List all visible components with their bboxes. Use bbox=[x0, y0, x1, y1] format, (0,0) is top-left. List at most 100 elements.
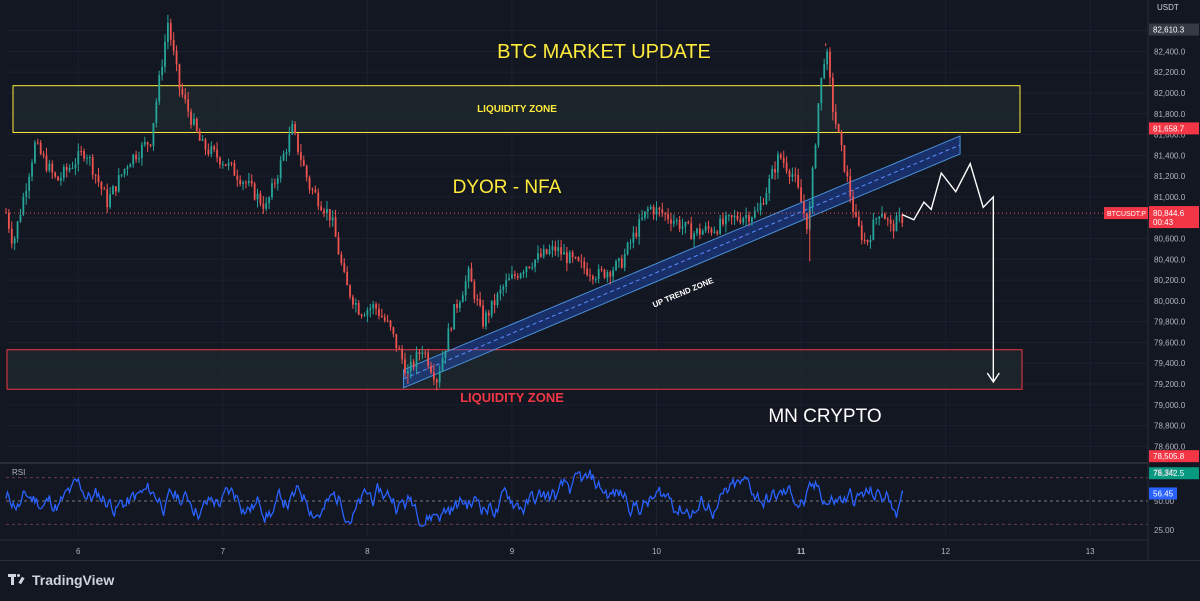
candle-body bbox=[54, 172, 57, 177]
candle-body bbox=[464, 281, 467, 296]
candle-body bbox=[175, 50, 178, 65]
candle-body bbox=[881, 214, 883, 217]
candle-body bbox=[386, 320, 389, 322]
candle-body bbox=[19, 214, 22, 222]
candle-body bbox=[855, 212, 857, 217]
candle-body bbox=[889, 219, 892, 224]
candle-body bbox=[551, 246, 554, 251]
candle-body bbox=[216, 149, 218, 158]
candle-body bbox=[16, 221, 19, 239]
candle-body bbox=[389, 320, 392, 328]
candle-body bbox=[146, 142, 149, 145]
candle-body bbox=[661, 209, 664, 214]
candle-body bbox=[210, 146, 213, 155]
candle-body bbox=[39, 142, 42, 154]
candle-body bbox=[375, 304, 377, 309]
price-tick-label: 79,600.0 bbox=[1154, 338, 1186, 347]
candle-body bbox=[268, 197, 270, 204]
candle-body bbox=[132, 154, 135, 165]
candle-body bbox=[846, 171, 849, 177]
price-tick-label: 79,200.0 bbox=[1154, 380, 1186, 389]
price-tick-label: 79,800.0 bbox=[1154, 318, 1186, 327]
candle-body bbox=[314, 189, 317, 193]
candle-body bbox=[829, 51, 831, 78]
candle-body bbox=[600, 269, 603, 271]
candle-body bbox=[866, 240, 869, 243]
candle-body bbox=[863, 239, 866, 241]
candle-body bbox=[31, 162, 33, 177]
liquidity-zone-bottom bbox=[6, 349, 1023, 390]
candle-body bbox=[814, 145, 817, 168]
candle-body bbox=[395, 333, 398, 348]
candle-body bbox=[834, 112, 837, 124]
candle-body bbox=[349, 285, 351, 297]
time-tick-label: 10 bbox=[652, 547, 661, 556]
candle-body bbox=[817, 103, 820, 146]
candle-body bbox=[496, 293, 499, 305]
candle-body bbox=[294, 124, 297, 134]
candle-body bbox=[74, 164, 77, 169]
candle-body bbox=[91, 157, 94, 175]
candle-body bbox=[129, 164, 132, 168]
candle-body bbox=[233, 163, 236, 176]
candle-body bbox=[114, 186, 117, 192]
candle-body bbox=[236, 175, 239, 180]
candle-body bbox=[751, 217, 753, 222]
candle-body bbox=[195, 118, 198, 131]
currency-label: USDT bbox=[1157, 3, 1179, 12]
candle-body bbox=[204, 139, 207, 150]
candle-body bbox=[86, 157, 88, 159]
candle-body bbox=[606, 272, 609, 278]
candle-body bbox=[684, 221, 687, 227]
candle-body bbox=[285, 151, 288, 154]
candle-body bbox=[265, 203, 268, 209]
candle-body bbox=[444, 350, 447, 358]
candle-body bbox=[687, 221, 690, 224]
price-chart[interactable]: RSI 78,600.0 78,800.0 79,000.0 79,200.0 79,4… bbox=[0, 0, 1200, 560]
candle-body bbox=[42, 153, 45, 156]
price-tick-label: 82,000.0 bbox=[1154, 89, 1186, 98]
candle-body bbox=[765, 193, 768, 205]
candle-body bbox=[745, 215, 748, 219]
candle-body bbox=[7, 212, 10, 229]
candle-body bbox=[768, 178, 771, 194]
candle-body bbox=[363, 315, 366, 317]
rsi-tick-label: 25.00 bbox=[1154, 526, 1175, 535]
candle-body bbox=[823, 64, 826, 78]
zone-top-badge: 81,658.7 bbox=[1153, 124, 1185, 133]
candle-body bbox=[479, 299, 482, 306]
projection-arrowhead bbox=[986, 372, 1000, 384]
price-tick-label: 80,200.0 bbox=[1154, 276, 1186, 285]
candle-body bbox=[421, 352, 424, 355]
candle-body bbox=[476, 298, 479, 300]
liquidity-zone-top-label: LIQUIDITY ZONE bbox=[477, 104, 557, 115]
price-tick-label: 80,000.0 bbox=[1154, 297, 1186, 306]
candle-body bbox=[453, 304, 456, 330]
candle-body bbox=[811, 167, 814, 207]
candle-body bbox=[565, 252, 568, 264]
candle-body bbox=[305, 165, 308, 178]
candle-body bbox=[586, 268, 589, 276]
candle-body bbox=[340, 254, 343, 264]
tradingview-logo[interactable]: TradingView bbox=[8, 571, 114, 589]
candle-body bbox=[366, 309, 369, 316]
candle-body bbox=[831, 77, 834, 113]
candle-body bbox=[742, 218, 745, 223]
candle-body bbox=[505, 280, 508, 287]
candle-body bbox=[774, 168, 776, 173]
candle-body bbox=[698, 228, 701, 235]
candle-body bbox=[432, 372, 435, 380]
candle-body bbox=[849, 176, 852, 197]
time-tick-label: 8 bbox=[365, 547, 370, 556]
rsi-tick-label: 50.00 bbox=[1154, 497, 1175, 506]
candle-body bbox=[508, 278, 510, 281]
candle-body bbox=[502, 286, 505, 290]
candle-body bbox=[707, 226, 710, 229]
price-tick-label: 81,800.0 bbox=[1154, 110, 1186, 119]
chart-area[interactable]: RSI 78,600.0 78,800.0 79,000.0 79,200.0 79,4… bbox=[0, 0, 1200, 560]
candle-body bbox=[857, 216, 860, 226]
candle-body bbox=[672, 221, 675, 224]
candle-body bbox=[539, 253, 542, 257]
candle-body bbox=[534, 259, 536, 268]
candle-body bbox=[820, 77, 823, 104]
